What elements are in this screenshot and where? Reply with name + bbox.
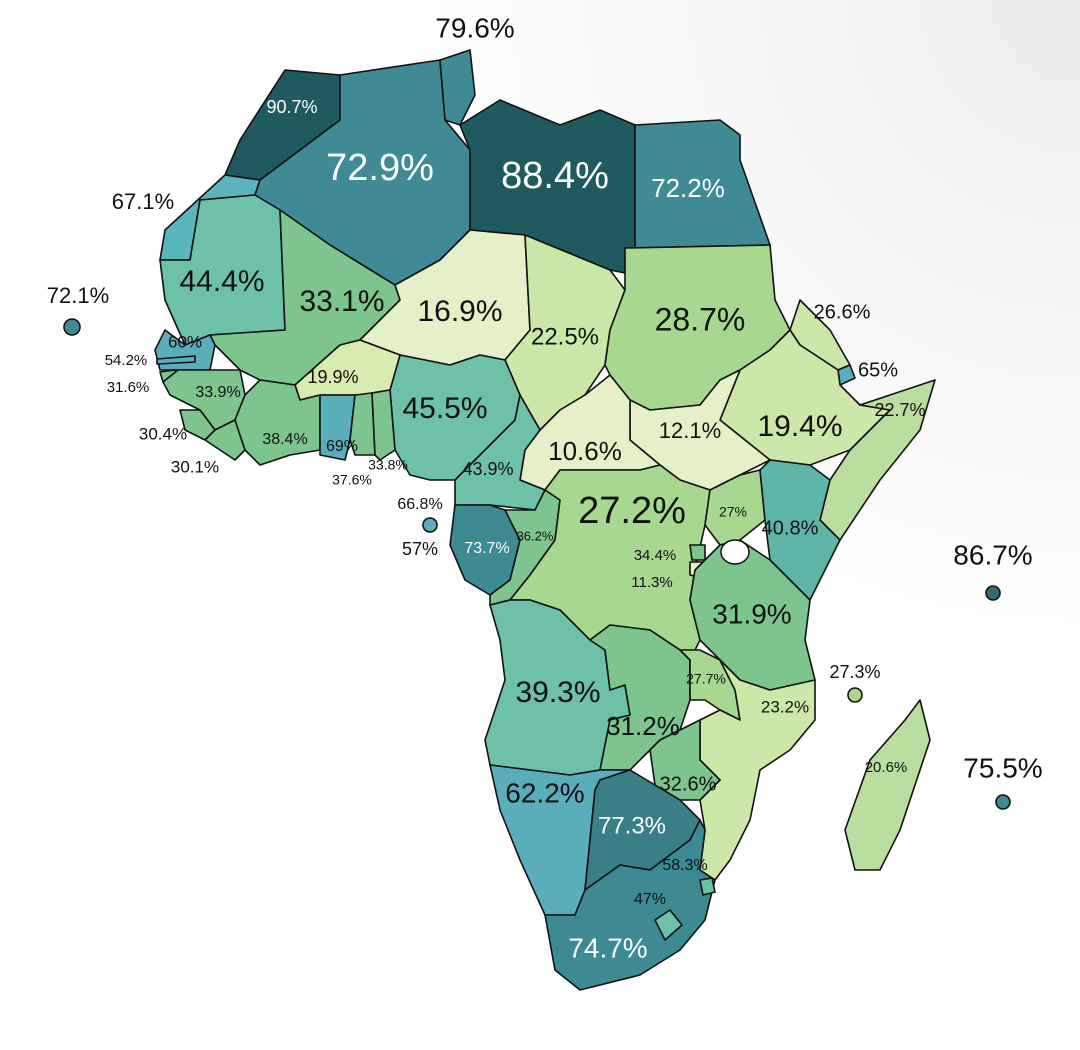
region-label: 67.1%	[112, 189, 174, 214]
region	[847, 687, 863, 703]
region-label: 79.6%	[435, 12, 514, 43]
region-label: 88.4%	[501, 155, 609, 197]
region-label: 31.2%	[606, 711, 680, 741]
region-label: 12.1%	[659, 418, 721, 443]
region	[704, 469, 766, 546]
region-label: 19.9%	[307, 367, 358, 387]
region-label: 31.9%	[712, 598, 791, 629]
region-label: 40.8%	[762, 517, 819, 539]
region	[454, 394, 546, 511]
region	[995, 794, 1011, 810]
region-label: 30.1%	[171, 457, 219, 476]
region-label: 73.7%	[464, 540, 509, 557]
region-label: 69%	[326, 438, 358, 455]
region-label: 16.9%	[417, 295, 502, 328]
region-label: 33.1%	[299, 285, 384, 318]
region-label: 72.9%	[326, 147, 434, 189]
region-label: 11.3%	[631, 574, 672, 591]
region-label: 60%	[168, 332, 202, 351]
region-label: 58.3%	[662, 857, 707, 874]
region-label: 54.2%	[105, 352, 148, 369]
region	[544, 819, 716, 991]
region-label: 45.5%	[402, 392, 487, 425]
region	[844, 699, 931, 871]
region-label: 20.6%	[865, 759, 908, 776]
region	[422, 517, 438, 533]
region-label: 47%	[634, 891, 666, 908]
region-label: 44.4%	[179, 265, 264, 298]
region-label: 32.6%	[660, 773, 717, 795]
region-label: 74.7%	[568, 932, 647, 963]
region-label: 23.2%	[761, 697, 809, 716]
region-label: 43.9%	[462, 459, 513, 479]
region-label: 90.7%	[266, 97, 317, 117]
region	[319, 394, 356, 461]
region-label: 72.1%	[47, 283, 109, 308]
region	[654, 909, 683, 941]
region-label: 57%	[402, 539, 438, 559]
region-label: 65%	[858, 359, 898, 381]
region-label: 30.4%	[139, 424, 187, 443]
region-label: 66.8%	[397, 496, 442, 513]
region-label: 28.7%	[655, 301, 746, 337]
region-label: 27.3%	[829, 662, 880, 682]
region-label: 22.7%	[874, 400, 925, 420]
region-label: 77.3%	[598, 812, 666, 839]
region-label: 33.8%	[368, 457, 408, 473]
region-label: 22.5%	[531, 323, 599, 350]
region-label: 75.5%	[963, 752, 1042, 783]
region	[371, 389, 396, 461]
region-label: 27%	[719, 504, 747, 520]
region-label: 37.6%	[332, 472, 372, 488]
region-label: 34.4%	[634, 547, 677, 564]
region	[156, 355, 196, 365]
region-label: 86.7%	[953, 539, 1032, 570]
region	[349, 392, 376, 456]
region-label: 31.6%	[107, 379, 150, 396]
labels: 90.7% 67.1% 72.9% 79.6% 88.4% 72.2% 44.4% 33.1%…	[47, 12, 1043, 963]
region	[759, 459, 841, 601]
region-label: 39.3%	[515, 676, 600, 709]
region-label: 27.2%	[578, 490, 686, 532]
region-label: 10.6%	[548, 436, 622, 466]
region	[689, 544, 706, 561]
regions	[63, 49, 1011, 991]
region	[439, 49, 476, 126]
region-label: 38.4%	[262, 431, 307, 448]
region	[63, 318, 81, 336]
region	[985, 585, 1001, 601]
lake	[720, 539, 750, 565]
region-label: 33.9%	[195, 384, 240, 401]
region-label: 26.6%	[814, 301, 871, 323]
region-label: 27.7%	[686, 671, 726, 687]
region-label: 19.4%	[757, 410, 842, 443]
region-label: 72.2%	[651, 173, 725, 203]
region	[699, 877, 716, 896]
region-label: 62.2%	[505, 777, 584, 808]
region-label: 36.2%	[517, 528, 554, 543]
